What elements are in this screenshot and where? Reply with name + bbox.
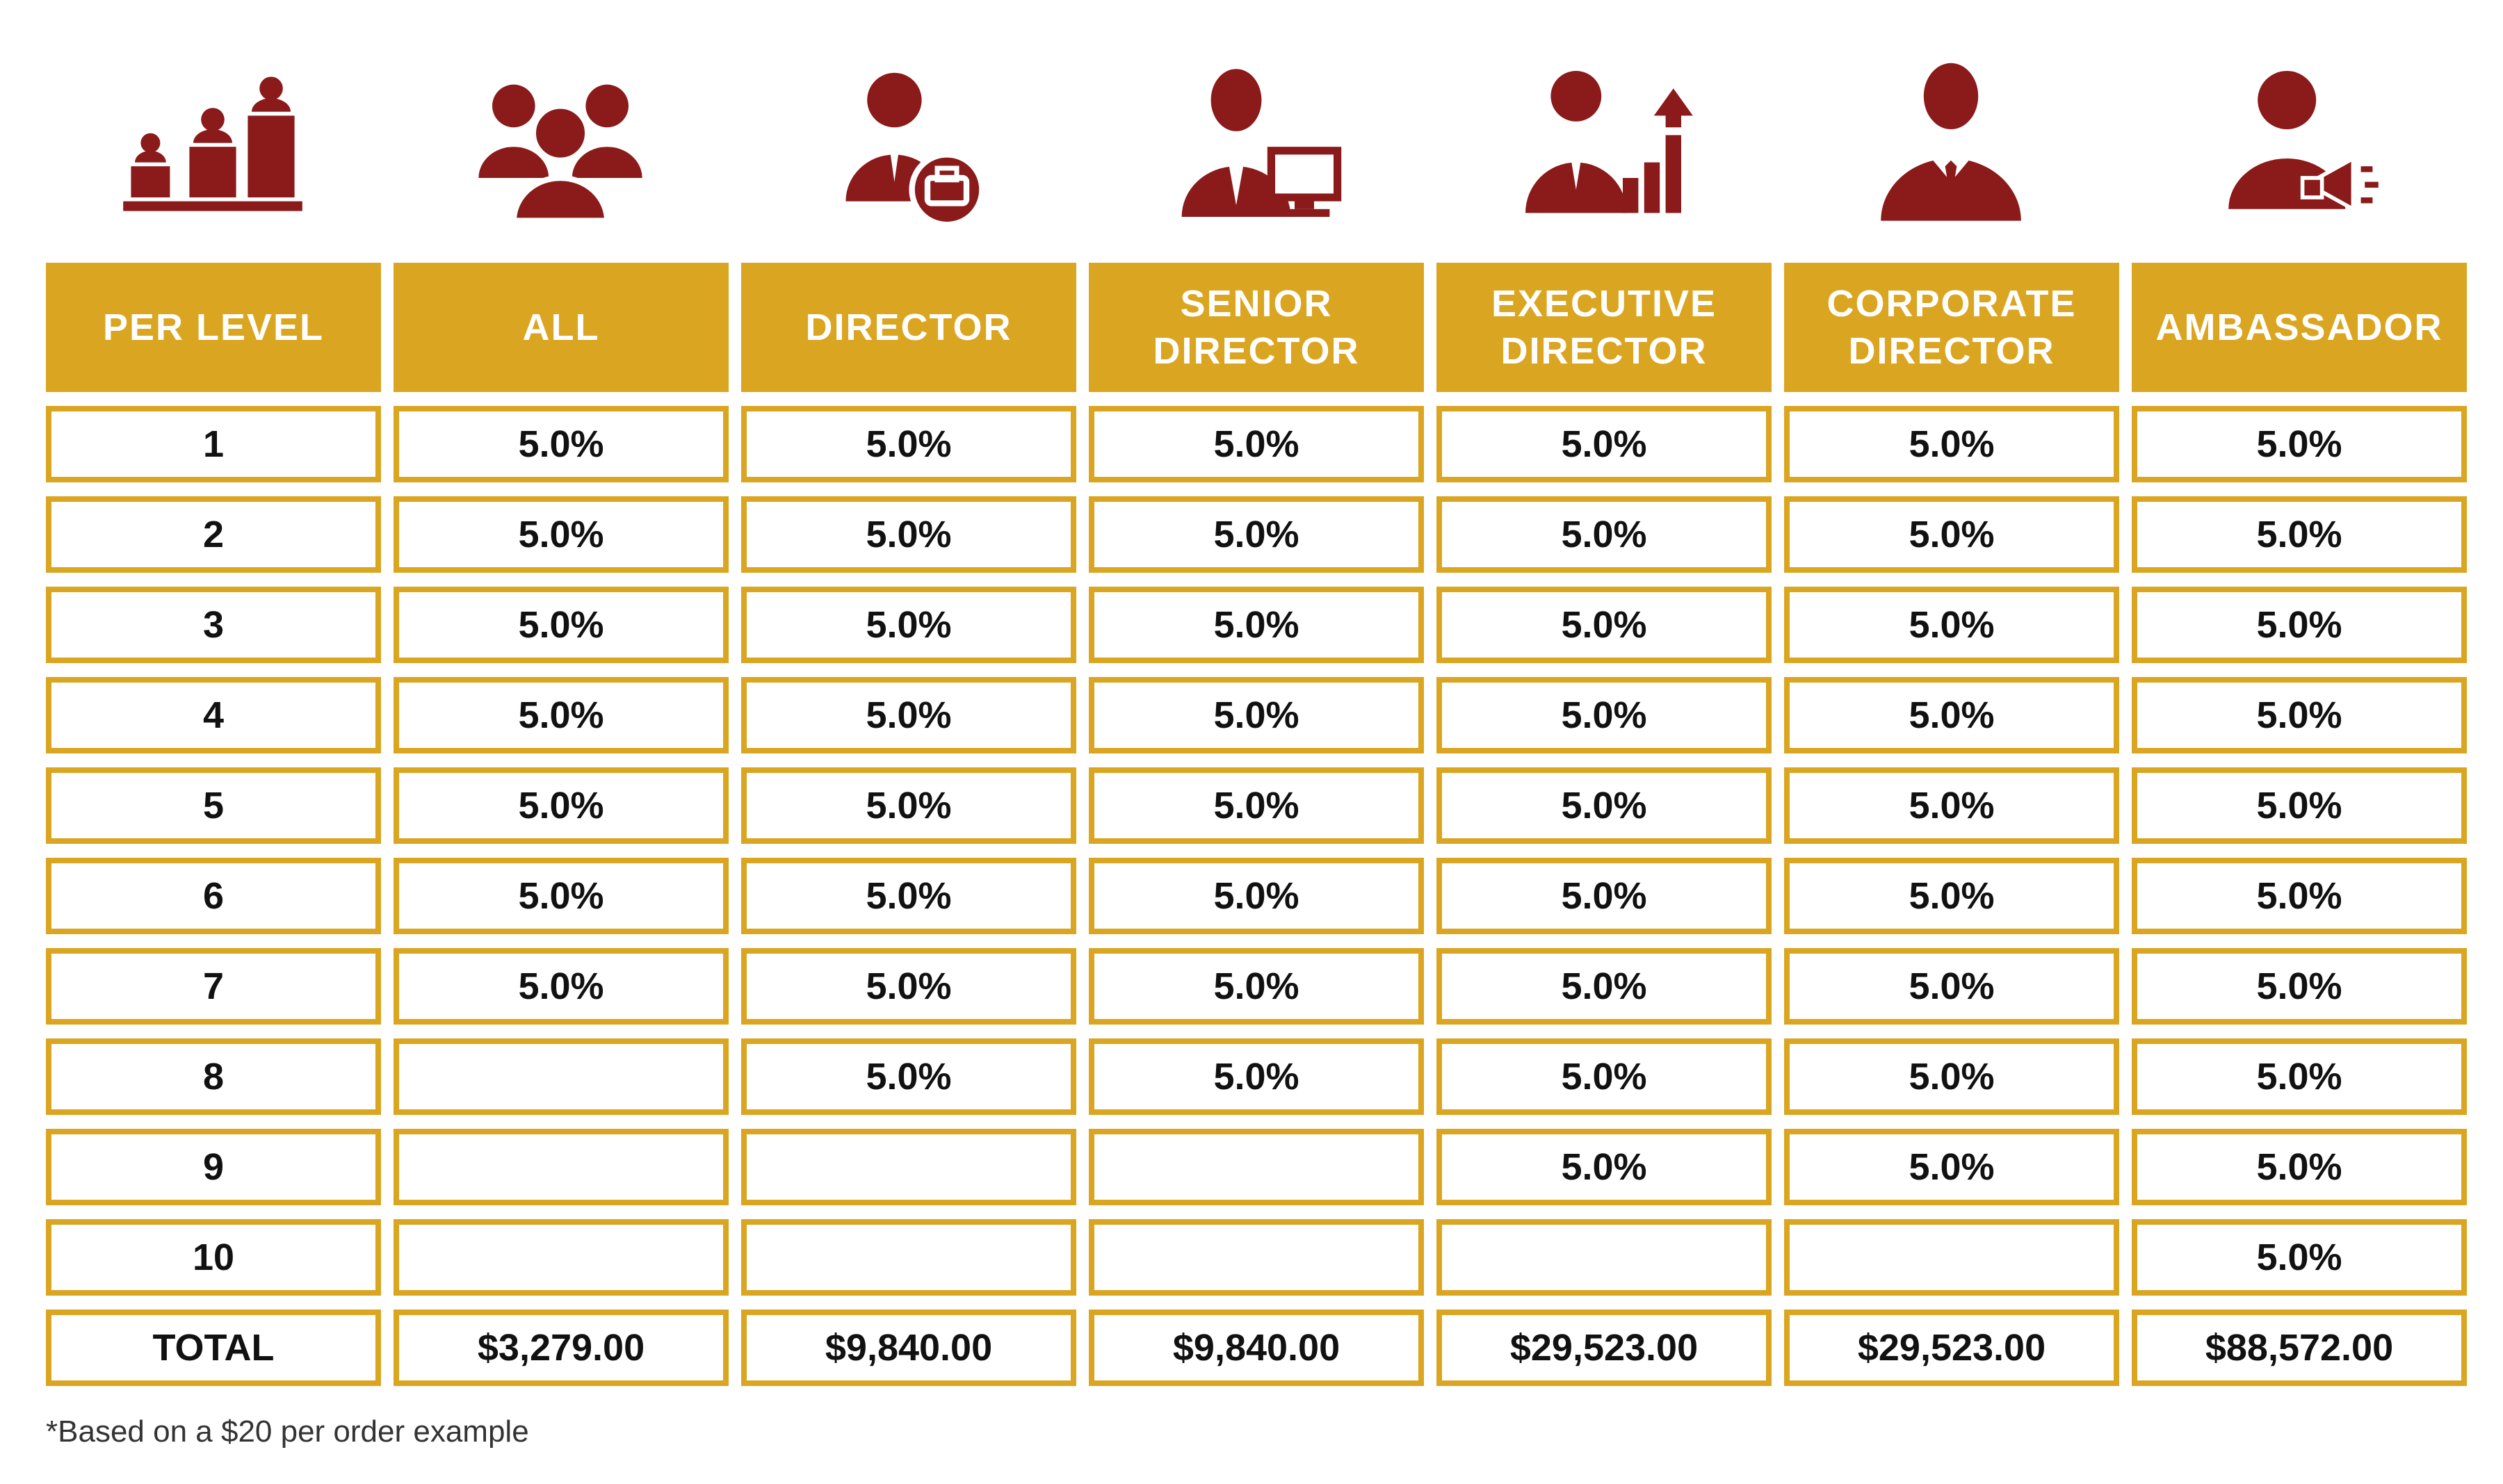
- row-3-senior-director-cell: 5.0%: [1089, 587, 1424, 663]
- row-4-director-cell: 5.0%: [741, 677, 1076, 753]
- row-9-all-cell: [394, 1129, 729, 1205]
- row-6-corporate-director-cell: 5.0%: [1784, 858, 2119, 934]
- row-4-executive-director-cell: 5.0%: [1436, 677, 1772, 753]
- row-6-senior-director-cell: 5.0%: [1089, 858, 1424, 934]
- row-6-all-cell: 5.0%: [394, 858, 729, 934]
- row-8-ambassador-cell: 5.0%: [2132, 1038, 2467, 1115]
- row-8-executive-director-cell: 5.0%: [1436, 1038, 1772, 1115]
- row-7-executive-director-cell: 5.0%: [1436, 948, 1772, 1025]
- row-1-all-cell: 5.0%: [394, 406, 729, 482]
- row-5-executive-director-cell: 5.0%: [1436, 767, 1772, 844]
- header-senior-director: SENIOR DIRECTOR: [1089, 263, 1424, 392]
- row-1-senior-director-cell: 5.0%: [1089, 406, 1424, 482]
- header-ambassador: AMBASSADOR: [2132, 263, 2467, 392]
- row-8-all-cell: [394, 1038, 729, 1115]
- row-3-director-cell: 5.0%: [741, 587, 1076, 663]
- row-1-ambassador-cell: 5.0%: [2132, 406, 2467, 482]
- row-4-level-cell: 4: [46, 677, 381, 753]
- row-1-level-cell: 1: [46, 406, 381, 482]
- row-9-ambassador-cell: 5.0%: [2132, 1129, 2467, 1205]
- row-1-executive-director-cell: 5.0%: [1436, 406, 1772, 482]
- row-10-all-cell: [394, 1219, 729, 1296]
- row-5-director-cell: 5.0%: [741, 767, 1076, 844]
- total-row-all-cell: $3,279.00: [394, 1310, 729, 1386]
- row-5-all-cell: 5.0%: [394, 767, 729, 844]
- total-row-executive-director-cell: $29,523.00: [1436, 1310, 1772, 1386]
- total-row-level-cell: TOTAL: [46, 1310, 381, 1386]
- row-5-senior-director-cell: 5.0%: [1089, 767, 1424, 844]
- row-7-director-cell: 5.0%: [741, 948, 1076, 1025]
- row-7-senior-director-cell: 5.0%: [1089, 948, 1424, 1025]
- row-3-corporate-director-cell: 5.0%: [1784, 587, 2119, 663]
- row-9-director-cell: [741, 1129, 1076, 1205]
- group-icon: [463, 42, 658, 236]
- row-7-ambassador-cell: 5.0%: [2132, 948, 2467, 1025]
- header-corporate-director: CORPORATE DIRECTOR: [1784, 263, 2119, 392]
- businessman-icon: [1854, 42, 2048, 236]
- row-1-director-cell: 5.0%: [741, 406, 1076, 482]
- row-6-level-cell: 6: [46, 858, 381, 934]
- row-1-corporate-director-cell: 5.0%: [1784, 406, 2119, 482]
- row-2-level-cell: 2: [46, 496, 381, 573]
- row-5-ambassador-cell: 5.0%: [2132, 767, 2467, 844]
- row-10-ambassador-cell: 5.0%: [2132, 1219, 2467, 1296]
- row-7-all-cell: 5.0%: [394, 948, 729, 1025]
- row-4-senior-director-cell: 5.0%: [1089, 677, 1424, 753]
- row-10-corporate-director-cell: [1784, 1219, 2119, 1296]
- total-row-ambassador-cell: $88,572.00: [2132, 1310, 2467, 1386]
- row-9-senior-director-cell: [1089, 1129, 1424, 1205]
- briefcase-person-icon: [811, 42, 1005, 236]
- row-8-level-cell: 8: [46, 1038, 381, 1115]
- row-10-director-cell: [741, 1219, 1076, 1296]
- row-2-director-cell: 5.0%: [741, 496, 1076, 573]
- row-3-executive-director-cell: 5.0%: [1436, 587, 1772, 663]
- row-10-level-cell: 10: [46, 1219, 381, 1296]
- row-9-executive-director-cell: 5.0%: [1436, 1129, 1772, 1205]
- row-4-corporate-director-cell: 5.0%: [1784, 677, 2119, 753]
- footnote: *Based on a $20 per order example: [46, 1414, 529, 1449]
- row-2-ambassador-cell: 5.0%: [2132, 496, 2467, 573]
- total-row-corporate-director-cell: $29,523.00: [1784, 1310, 2119, 1386]
- row-9-corporate-director-cell: 5.0%: [1784, 1129, 2119, 1205]
- row-7-level-cell: 7: [46, 948, 381, 1025]
- row-4-all-cell: 5.0%: [394, 677, 729, 753]
- header-director: DIRECTOR: [741, 263, 1076, 392]
- person-computer-icon: [1158, 42, 1353, 236]
- header-executive-director: EXECUTIVE DIRECTOR: [1436, 263, 1772, 392]
- row-6-ambassador-cell: 5.0%: [2132, 858, 2467, 934]
- row-4-ambassador-cell: 5.0%: [2132, 677, 2467, 753]
- row-5-level-cell: 5: [46, 767, 381, 844]
- row-6-director-cell: 5.0%: [741, 858, 1076, 934]
- row-10-executive-director-cell: [1436, 1219, 1772, 1296]
- total-row-director-cell: $9,840.00: [741, 1310, 1076, 1386]
- person-megaphone-icon: [2201, 42, 2396, 236]
- row-8-director-cell: 5.0%: [741, 1038, 1076, 1115]
- person-growth-chart-icon: [1506, 42, 1701, 236]
- header-all: ALL: [394, 263, 729, 392]
- row-2-all-cell: 5.0%: [394, 496, 729, 573]
- row-9-level-cell: 9: [46, 1129, 381, 1205]
- row-8-corporate-director-cell: 5.0%: [1784, 1038, 2119, 1115]
- row-3-ambassador-cell: 5.0%: [2132, 587, 2467, 663]
- row-6-executive-director-cell: 5.0%: [1436, 858, 1772, 934]
- row-10-senior-director-cell: [1089, 1219, 1424, 1296]
- row-3-level-cell: 3: [46, 587, 381, 663]
- header-level: PER LEVEL: [46, 263, 381, 392]
- row-2-senior-director-cell: 5.0%: [1089, 496, 1424, 573]
- row-7-corporate-director-cell: 5.0%: [1784, 948, 2119, 1025]
- total-row-senior-director-cell: $9,840.00: [1089, 1310, 1424, 1386]
- row-3-all-cell: 5.0%: [394, 587, 729, 663]
- row-5-corporate-director-cell: 5.0%: [1784, 767, 2119, 844]
- row-2-corporate-director-cell: 5.0%: [1784, 496, 2119, 573]
- row-2-executive-director-cell: 5.0%: [1436, 496, 1772, 573]
- podium-people-icon: [115, 42, 310, 236]
- row-8-senior-director-cell: 5.0%: [1089, 1038, 1424, 1115]
